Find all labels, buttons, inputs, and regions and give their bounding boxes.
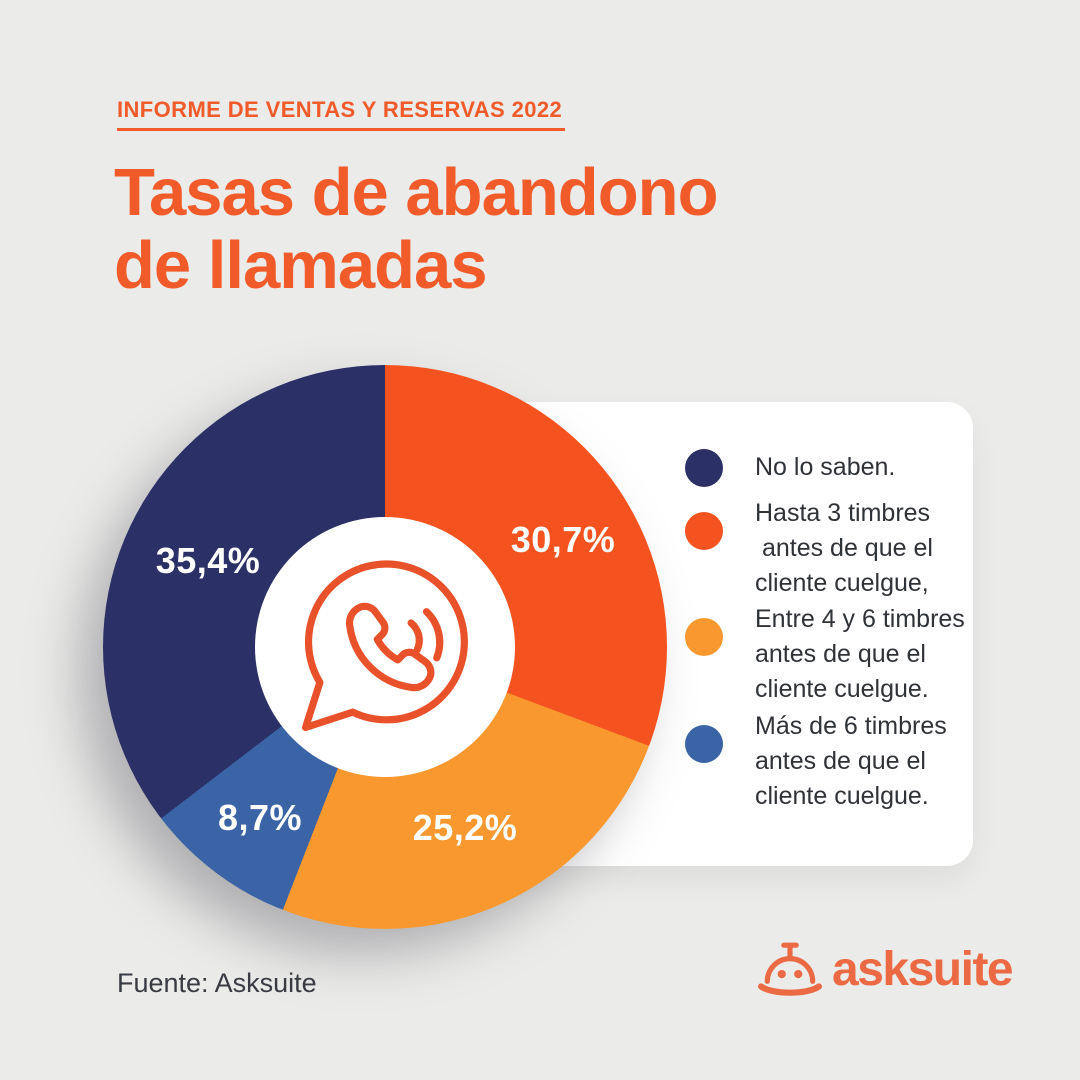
legend-dot-hasta-3-timbres xyxy=(685,512,723,550)
page-title: Tasas de abandono de llamadas xyxy=(114,155,719,303)
phone-call-bubble-icon xyxy=(301,560,468,732)
report-eyebrow: INFORME DE VENTAS Y RESERVAS 2022 xyxy=(117,97,563,122)
slice-label-mas-de-6: 8,7% xyxy=(217,797,303,838)
legend-label-no-lo-saben: No lo saben. xyxy=(755,453,896,481)
legend-label-mas-de-6: Más de 6 timbres antes de que el cliente… xyxy=(755,712,947,810)
slice-label-entre-4-y-6: 25,2% xyxy=(412,807,518,848)
source-text: Fuente: Asksuite xyxy=(117,968,317,998)
donut-chart: 35,4% 30,7% 25,2% 8,7% xyxy=(103,365,667,929)
legend-dot-no-lo-saben xyxy=(685,449,723,487)
logo-wordmark: asksuite xyxy=(832,943,1014,996)
asksuite-logo: asksuite xyxy=(752,936,1014,1006)
slice-label-no-lo-saben: 35,4% xyxy=(155,540,261,581)
legend-dot-mas-de-6 xyxy=(685,725,723,763)
slice-label-hasta-3-timbres: 30,7% xyxy=(510,519,616,560)
eyebrow-underline xyxy=(117,128,565,131)
legend-label-hasta-3-timbres: Hasta 3 timbres antes de que el cliente … xyxy=(755,499,933,597)
bell-robot-icon xyxy=(758,942,822,996)
legend-dot-entre-4-y-6 xyxy=(685,618,723,656)
legend-label-entre-4-y-6: Entre 4 y 6 timbres antes de que el clie… xyxy=(755,605,965,703)
